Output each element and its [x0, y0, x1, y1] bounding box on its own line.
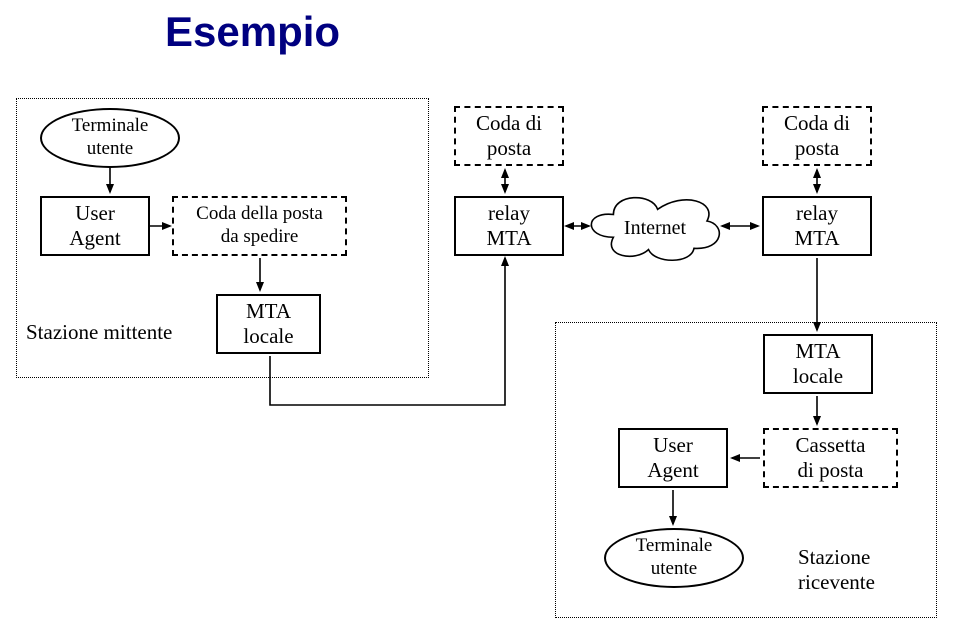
svg-text:Internet: Internet: [624, 217, 687, 239]
user-agent-bottom: UserAgent: [618, 428, 728, 488]
diagram-title: Esempio: [165, 8, 340, 56]
user-agent-top: UserAgent: [40, 196, 150, 256]
queue-send: Coda della postada spedire: [172, 196, 347, 256]
sender-station-label: Stazione mittente: [26, 320, 172, 345]
queue-top-right: Coda diposta: [762, 106, 872, 166]
queue-top-left: Coda diposta: [454, 106, 564, 166]
mta-local-right: MTAlocale: [763, 334, 873, 394]
mta-local-left: MTAlocale: [216, 294, 321, 354]
receiver-station-label: Stazionericevente: [798, 545, 875, 595]
relay-mta-right: relayMTA: [762, 196, 872, 256]
terminal-user-bottom: Terminaleutente: [604, 528, 744, 588]
relay-mta-left: relayMTA: [454, 196, 564, 256]
terminal-user-top: Terminaleutente: [40, 108, 180, 168]
mailbox: Cassettadi posta: [763, 428, 898, 488]
